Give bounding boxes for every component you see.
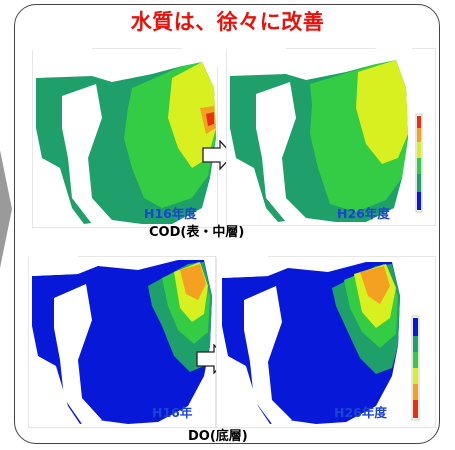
cod-year-right: H26年度: [337, 206, 390, 221]
do-year-left: H16年: [152, 405, 193, 420]
cod-year-left: H16年度: [144, 206, 197, 221]
cod-map-h26: [226, 48, 436, 226]
cod-map-h16: [32, 48, 218, 228]
do-year-right: H26年度: [334, 405, 387, 420]
side-arrow-icon: [0, 150, 12, 268]
do-map-h16: [28, 256, 216, 428]
figure-title: 水質は、徐々に改善: [130, 10, 325, 34]
cod-caption: COD(表・中層): [149, 225, 245, 240]
do-map-h26: [216, 256, 436, 428]
do-caption: DO(底層): [188, 429, 248, 444]
